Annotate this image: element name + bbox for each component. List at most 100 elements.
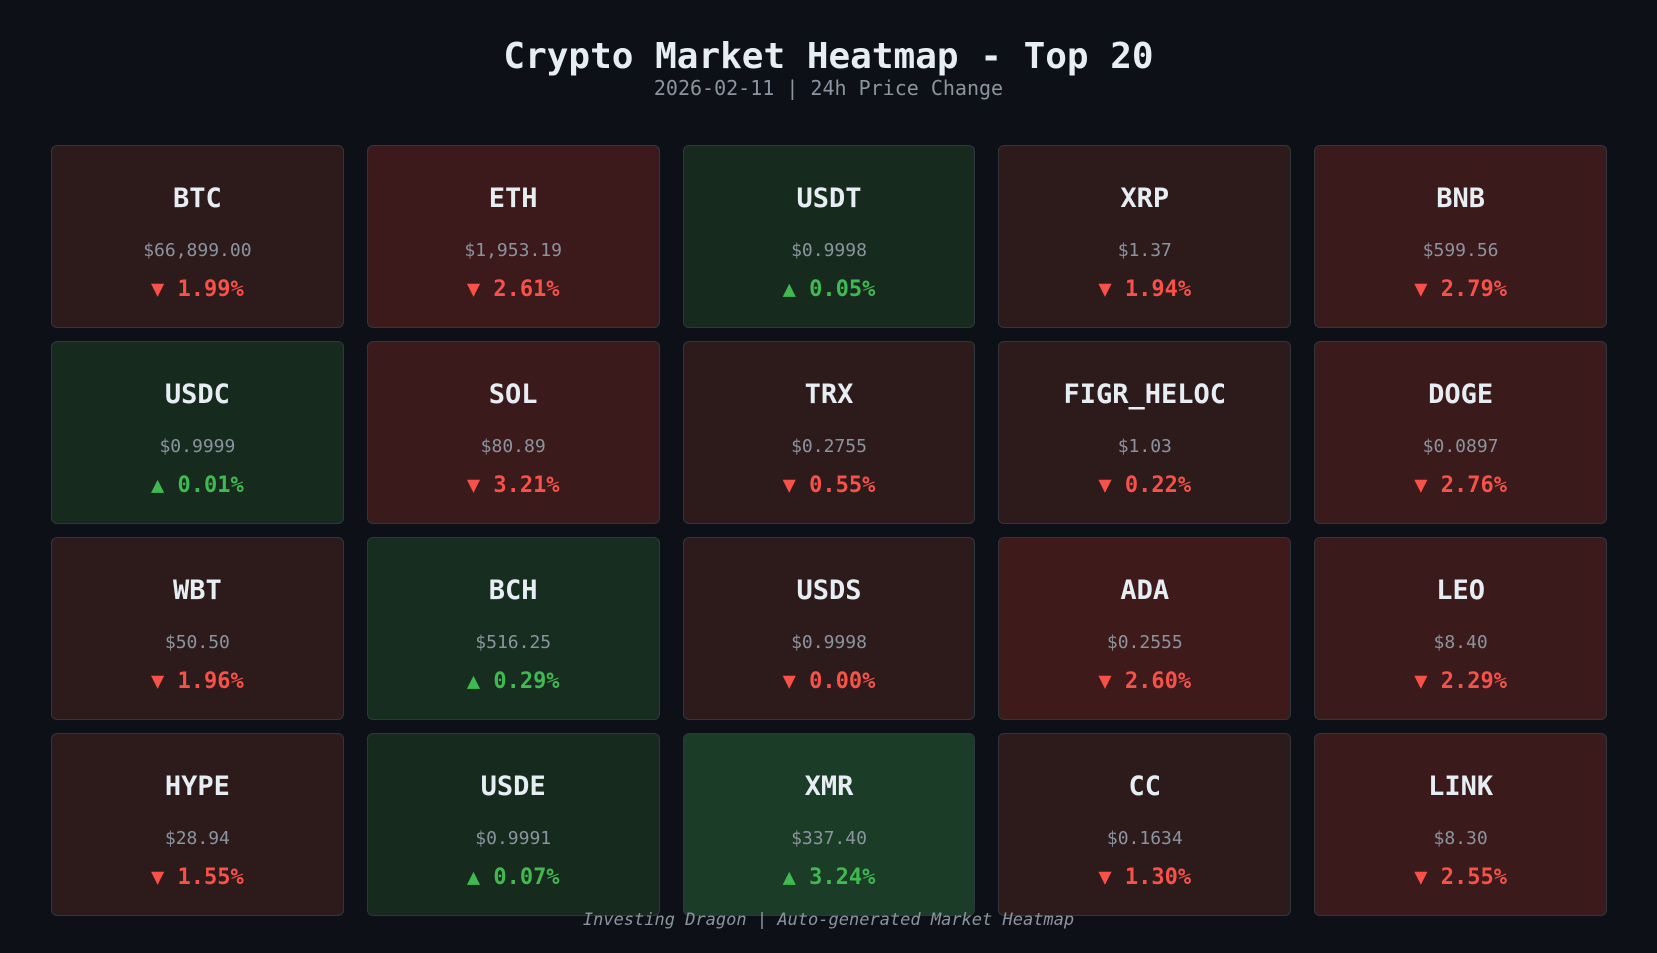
coin-tile-bch: BCH $516.25 ▲ 0.29% (366, 537, 660, 720)
coin-change: ▼ 1.96% (52, 669, 343, 694)
arrow-down-icon: ▼ (1414, 669, 1428, 694)
coin-price: $80.89 (480, 436, 546, 457)
coin-change: ▲ 0.29% (368, 669, 659, 694)
coin-change-value: 0.55% (809, 473, 876, 498)
coin-price: $0.1634 (1106, 828, 1183, 849)
arrow-down-icon: ▼ (782, 473, 796, 498)
coin-price: $0.9998 (791, 632, 867, 653)
coin-change: ▼ 2.60% (999, 669, 1290, 694)
coin-ticker: BNB (1436, 183, 1485, 214)
coin-tile-doge: DOGE $0.0897 ▼ 2.76% (1314, 341, 1607, 524)
coin-change: ▼ 1.94% (999, 277, 1290, 302)
coin-price: $516.25 (475, 632, 552, 653)
coin-tile-usde: USDE $0.9991 ▲ 0.07% (366, 733, 660, 916)
arrow-down-icon: ▼ (151, 865, 165, 890)
coin-change: ▲ 0.01% (52, 473, 343, 498)
arrow-down-icon: ▼ (151, 669, 165, 694)
heatmap-grid: BTC $66,899.00 ▼ 1.99% ETH $1,953.19 ▼ 2.61% U… (51, 145, 1607, 916)
coin-ticker: WBT (173, 575, 222, 606)
coin-ticker: ETH (488, 183, 538, 214)
coin-change: ▼ 3.21% (368, 473, 659, 498)
coin-ticker: USDC (164, 379, 230, 410)
coin-tile-xmr: XMR $337.40 ▲ 3.24% (682, 733, 976, 916)
coin-change: ▼ 0.55% (684, 473, 975, 498)
coin-ticker: LEO (1436, 575, 1485, 606)
coin-tile-ada: ADA $0.2555 ▼ 2.60% (998, 537, 1292, 720)
coin-change-value: 0.22% (1124, 473, 1192, 498)
coin-change: ▲ 3.24% (684, 865, 975, 890)
coin-change-value: 2.60% (1124, 669, 1192, 694)
coin-tile-usdt: USDT $0.9998 ▲ 0.05% (682, 145, 976, 328)
coin-ticker: SOL (488, 379, 538, 410)
coin-change: ▼ 1.99% (52, 277, 343, 302)
coin-change-value: 1.94% (1124, 277, 1192, 302)
coin-ticker: BTC (173, 183, 222, 214)
arrow-down-icon: ▼ (1414, 277, 1428, 302)
coin-change-value: 0.01% (177, 473, 244, 498)
coin-change: ▼ 2.79% (1315, 277, 1606, 302)
coin-change-value: 2.79% (1440, 277, 1507, 302)
coin-price: $0.2755 (791, 436, 867, 457)
coin-price: $28.94 (164, 828, 230, 849)
coin-change-value: 2.29% (1440, 669, 1507, 694)
coin-price: $0.9999 (159, 436, 236, 457)
coin-tile-bnb: BNB $599.56 ▼ 2.79% (1314, 145, 1607, 328)
arrow-down-icon: ▼ (466, 473, 481, 498)
coin-ticker: LINK (1428, 771, 1494, 802)
coin-ticker: CC (1128, 771, 1162, 802)
coin-tile-xrp: XRP $1.37 ▼ 1.94% (998, 145, 1292, 328)
coin-ticker: DOGE (1428, 379, 1494, 410)
coin-change-value: 0.29% (493, 669, 560, 694)
arrow-down-icon: ▼ (1098, 669, 1112, 694)
arrow-up-icon: ▲ (782, 277, 796, 302)
coin-price: $50.50 (164, 632, 230, 653)
coin-ticker: XRP (1120, 183, 1170, 214)
coin-tile-trx: TRX $0.2755 ▼ 0.55% (682, 341, 976, 524)
coin-price: $0.0897 (1422, 436, 1499, 457)
coin-change: ▼ 2.29% (1315, 669, 1606, 694)
arrow-up-icon: ▲ (151, 473, 165, 498)
coin-change-value: 1.96% (177, 669, 244, 694)
coin-change-value: 1.55% (177, 865, 244, 890)
arrow-up-icon: ▲ (782, 865, 796, 890)
coin-ticker: TRX (804, 379, 854, 410)
coin-change: ▼ 2.55% (1315, 865, 1606, 890)
coin-change: ▼ 2.61% (368, 277, 659, 302)
arrow-down-icon: ▼ (1098, 473, 1112, 498)
arrow-down-icon: ▼ (1414, 473, 1428, 498)
coin-price: $0.9998 (791, 240, 867, 261)
coin-tile-sol: SOL $80.89 ▼ 3.21% (366, 341, 660, 524)
coin-price: $66,899.00 (143, 240, 252, 261)
coin-ticker: USDS (796, 575, 862, 606)
footer-credit: Investing Dragon | Auto-generated Market… (582, 910, 1075, 930)
coin-change-value: 2.61% (493, 277, 560, 302)
coin-change-value: 0.07% (493, 865, 560, 890)
coin-tile-usds: USDS $0.9998 ▼ 0.00% (682, 537, 976, 720)
coin-ticker: FIGR_HELOC (1063, 379, 1227, 410)
coin-tile-cc: CC $0.1634 ▼ 1.30% (998, 733, 1292, 916)
arrow-down-icon: ▼ (1414, 865, 1428, 890)
coin-tile-btc: BTC $66,899.00 ▼ 1.99% (51, 145, 344, 328)
coin-change: ▼ 1.55% (52, 865, 343, 890)
arrow-down-icon: ▼ (782, 669, 796, 694)
coin-price: $1.03 (1117, 436, 1172, 457)
coin-change: ▼ 1.30% (999, 865, 1290, 890)
coin-change: ▲ 0.05% (684, 277, 975, 302)
coin-change-value: 3.21% (493, 473, 560, 498)
coin-change-value: 0.00% (809, 669, 876, 694)
page-title: Crypto Market Heatmap - Top 20 (503, 36, 1154, 77)
coin-ticker: HYPE (164, 771, 230, 802)
coin-price: $1.37 (1117, 240, 1172, 261)
coin-price: $337.40 (791, 828, 867, 849)
coin-tile-leo: LEO $8.40 ▼ 2.29% (1314, 537, 1607, 720)
coin-price: $0.9991 (475, 828, 552, 849)
coin-change: ▼ 0.22% (999, 473, 1290, 498)
coin-change-value: 1.30% (1124, 865, 1192, 890)
arrow-down-icon: ▼ (151, 277, 165, 302)
coin-price: $1,953.19 (464, 240, 562, 261)
coin-change-value: 1.99% (177, 277, 244, 302)
coin-change: ▲ 0.07% (368, 865, 659, 890)
coin-ticker: USDE (480, 771, 546, 802)
arrow-up-icon: ▲ (466, 865, 481, 890)
coin-change: ▼ 0.00% (684, 669, 975, 694)
